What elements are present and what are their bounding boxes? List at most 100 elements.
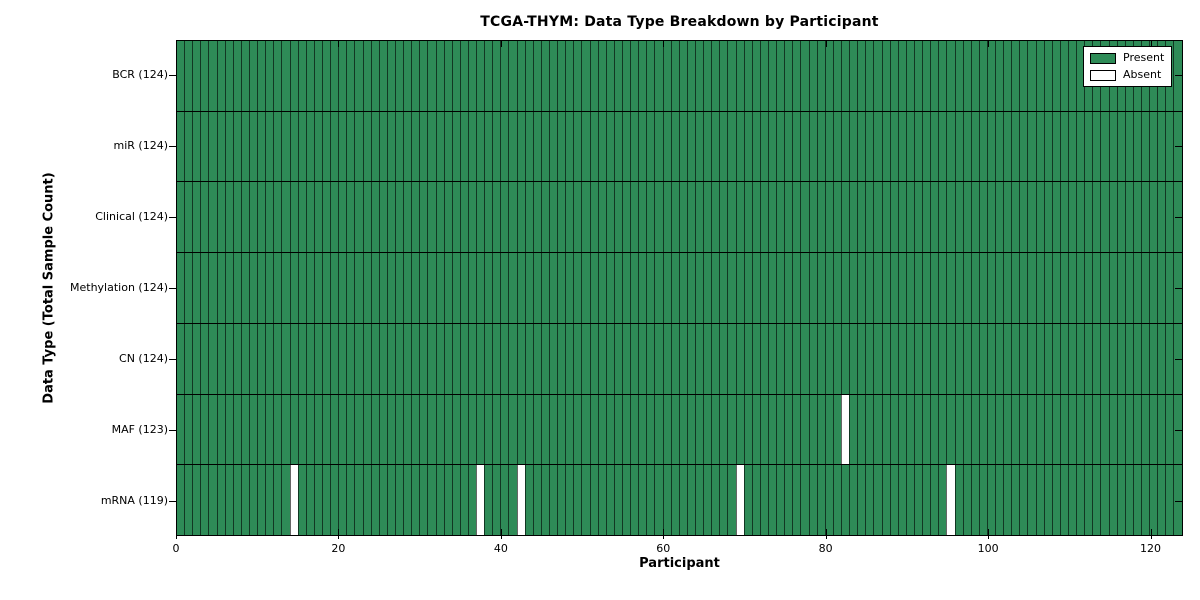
heatmap-cell-present	[321, 323, 331, 394]
heatmap-cell-present	[1165, 182, 1174, 253]
heatmap-cell-present	[654, 253, 663, 323]
heatmap-cell-present	[1035, 465, 1044, 536]
heatmap-cell-present	[330, 41, 339, 111]
heatmap-cell-present	[630, 111, 639, 182]
heatmap-cell-present	[435, 182, 444, 253]
heatmap-cell-present	[419, 253, 428, 323]
heatmap-cell-present	[686, 253, 695, 323]
heatmap-cell-present	[557, 394, 566, 465]
heatmap-cell-present	[184, 111, 193, 182]
heatmap-cell-present	[922, 41, 931, 111]
heatmap-cell-present	[962, 182, 971, 253]
heatmap-cell-present	[735, 182, 744, 253]
heatmap-cell-present	[686, 111, 695, 182]
heatmap-cell-present	[305, 253, 314, 323]
heatmap-cell-present	[240, 394, 249, 465]
heatmap-cell-present	[532, 394, 541, 465]
heatmap-cell-present	[508, 111, 517, 182]
heatmap-cell-present	[338, 182, 347, 253]
heatmap-cell-present	[978, 253, 987, 323]
heatmap-cell-present	[654, 182, 663, 253]
heatmap-cell-present	[735, 323, 744, 394]
heatmap-cell-present	[670, 111, 679, 182]
legend-label: Present	[1123, 51, 1165, 64]
heatmap-cell-present	[216, 253, 225, 323]
heatmap-cell-present	[540, 111, 550, 182]
heatmap-cell-present	[492, 182, 501, 253]
heatmap-cell-absent	[476, 465, 485, 536]
heatmap-cell-present	[792, 465, 801, 536]
heatmap-cell-present	[1124, 323, 1133, 394]
heatmap-cell-present	[1157, 182, 1166, 253]
heatmap-cell-present	[589, 41, 598, 111]
heatmap-cell-present	[759, 182, 768, 253]
heatmap-cell-present	[394, 41, 404, 111]
heatmap-cell-present	[346, 111, 355, 182]
heatmap-cell-present	[257, 111, 266, 182]
heatmap-cell-present	[849, 394, 858, 465]
heatmap-cell-present	[403, 465, 412, 536]
heatmap-cell-present	[403, 323, 412, 394]
heatmap-cell-present	[297, 182, 306, 253]
heatmap-cell-present	[873, 253, 882, 323]
heatmap-cell-present	[184, 253, 193, 323]
heatmap-cell-present	[767, 182, 777, 253]
heatmap-row	[177, 465, 1182, 536]
heatmap-cell-present	[524, 394, 533, 465]
heatmap-cell-present	[995, 182, 1004, 253]
heatmap-cell-present	[492, 465, 501, 536]
heatmap-cell-present	[589, 111, 598, 182]
heatmap-cell-present	[897, 394, 906, 465]
heatmap-cell-present	[881, 465, 890, 536]
heatmap-cell-present	[492, 253, 501, 323]
heatmap-cell-present	[1116, 394, 1125, 465]
heatmap-cell-present	[232, 182, 241, 253]
heatmap-cell-present	[1035, 182, 1044, 253]
heatmap-cell-present	[873, 182, 882, 253]
heatmap-cell-present	[881, 394, 890, 465]
heatmap-cell-present	[265, 253, 274, 323]
heatmap-cell-present	[257, 41, 266, 111]
heatmap-cell-present	[581, 253, 590, 323]
heatmap-cell-present	[581, 394, 590, 465]
x-axis-tick	[338, 41, 339, 47]
x-axis-tick	[176, 529, 177, 539]
plot-area	[176, 40, 1183, 536]
heatmap-cell-present	[338, 465, 347, 536]
heatmap-cell-present	[613, 253, 623, 323]
heatmap-cell-present	[1092, 253, 1101, 323]
heatmap-cell-present	[751, 41, 760, 111]
heatmap-cell-present	[743, 41, 752, 111]
heatmap-cell-present	[727, 41, 736, 111]
heatmap-cell-present	[516, 111, 525, 182]
heatmap-cell-present	[557, 111, 566, 182]
heatmap-cell-present	[1100, 111, 1109, 182]
heatmap-cell-present	[459, 253, 468, 323]
heatmap-cell-present	[346, 465, 355, 536]
heatmap-cell-present	[686, 465, 695, 536]
heatmap-cell-present	[1084, 323, 1093, 394]
heatmap-cell-present	[403, 253, 412, 323]
heatmap-cell-present	[200, 182, 209, 253]
heatmap-cell-present	[208, 465, 217, 536]
heatmap-cell-present	[1035, 394, 1044, 465]
heatmap-cell-present	[670, 182, 679, 253]
heatmap-cell-present	[589, 253, 598, 323]
heatmap-cell-present	[565, 465, 574, 536]
heatmap-cell-present	[1068, 111, 1077, 182]
heatmap-cell-present	[759, 323, 768, 394]
heatmap-cell-present	[638, 253, 647, 323]
heatmap-cell-present	[622, 323, 631, 394]
heatmap-cell-present	[427, 323, 436, 394]
heatmap-cell-present	[978, 41, 987, 111]
heatmap-cell-present	[184, 41, 193, 111]
heatmap-cell-present	[686, 394, 695, 465]
heatmap-cell-present	[622, 253, 631, 323]
heatmap-cell-present	[800, 253, 809, 323]
heatmap-cell-present	[646, 111, 655, 182]
heatmap-cell-present	[597, 111, 606, 182]
heatmap-cell-present	[816, 465, 825, 536]
heatmap-cell-present	[922, 253, 931, 323]
heatmap-cell-present	[451, 253, 460, 323]
y-axis-tick	[169, 75, 176, 76]
